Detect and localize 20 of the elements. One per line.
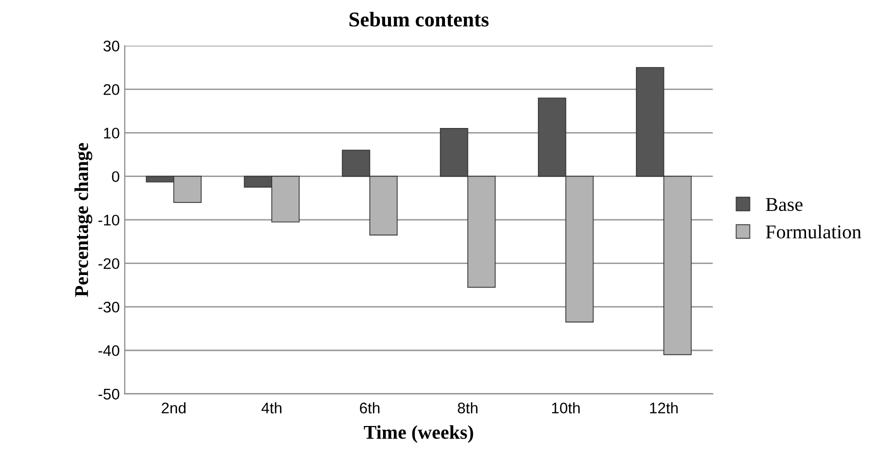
x-tick-label: 2nd: [162, 402, 186, 414]
y-tick-label: -30: [98, 302, 120, 313]
x-tick-label: 4th: [261, 402, 282, 414]
y-tick-label: -20: [98, 258, 120, 270]
y-tick-label: -40: [98, 345, 120, 356]
chart-title: Sebum contents: [350, 12, 489, 27]
y-tick-label: -50: [98, 388, 120, 400]
y-tick-label: 20: [104, 84, 120, 95]
y-axis-title: Percentage change: [74, 143, 92, 297]
x-tick-label: 12th: [650, 402, 678, 414]
y-tick-label: 30: [103, 40, 120, 52]
y-tick-label: -10: [98, 214, 120, 226]
x-axis-title: Time (weeks): [364, 425, 474, 443]
legend-label: Base: [766, 198, 802, 212]
x-tick-label: 8th: [458, 402, 478, 414]
x-tick-label: 10th: [552, 402, 580, 414]
y-tick-label: 0: [112, 171, 120, 182]
x-tick-label: 6th: [360, 402, 380, 414]
legend-label: Formulation: [766, 224, 862, 239]
y-tick-label: 10: [104, 128, 120, 139]
